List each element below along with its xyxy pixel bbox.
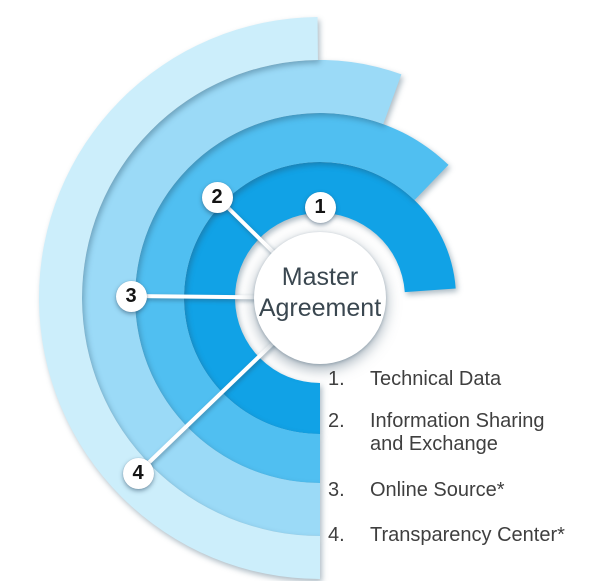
legend-item-4-number: 4.: [328, 524, 345, 546]
badge-3-number: 3: [125, 284, 137, 307]
badge-1: 1: [304, 191, 336, 223]
badge-2: 2: [201, 181, 233, 213]
legend-item-3-text: Online Source*: [370, 479, 505, 501]
badge-3: 3: [115, 280, 147, 312]
legend-item-2: 2. Information Sharing and Exchange: [328, 410, 582, 456]
circle-label-line2: Agreement: [258, 294, 382, 322]
badge-4-number: 4: [132, 461, 144, 484]
legend-item-1: 1. Technical Data: [328, 368, 501, 391]
legend-item-2-text: Information Sharing and Exchange: [370, 410, 545, 455]
badge-1-number: 1: [314, 195, 326, 218]
legend-item-4: 4. Transparency Center*: [328, 524, 565, 547]
legend-item-1-text: Technical Data: [370, 368, 502, 390]
legend-item-2-number: 2.: [328, 410, 345, 432]
badge-4: 4: [122, 457, 154, 489]
ring-4: [39, 17, 321, 580]
master-agreement-circle: Master Agreement: [254, 232, 386, 364]
badge-2-number: 2: [211, 185, 223, 208]
ring-3: [82, 60, 402, 537]
legend-item-3: 3. Online Source*: [328, 479, 505, 502]
master-agreement-label: Master Agreement: [259, 262, 381, 324]
circle-label-line1: Master: [281, 263, 359, 291]
legend-item-3-number: 3.: [328, 479, 345, 501]
legend-item-4-text: Transparency Center*: [370, 524, 565, 546]
legend-item-1-number: 1.: [328, 368, 345, 390]
